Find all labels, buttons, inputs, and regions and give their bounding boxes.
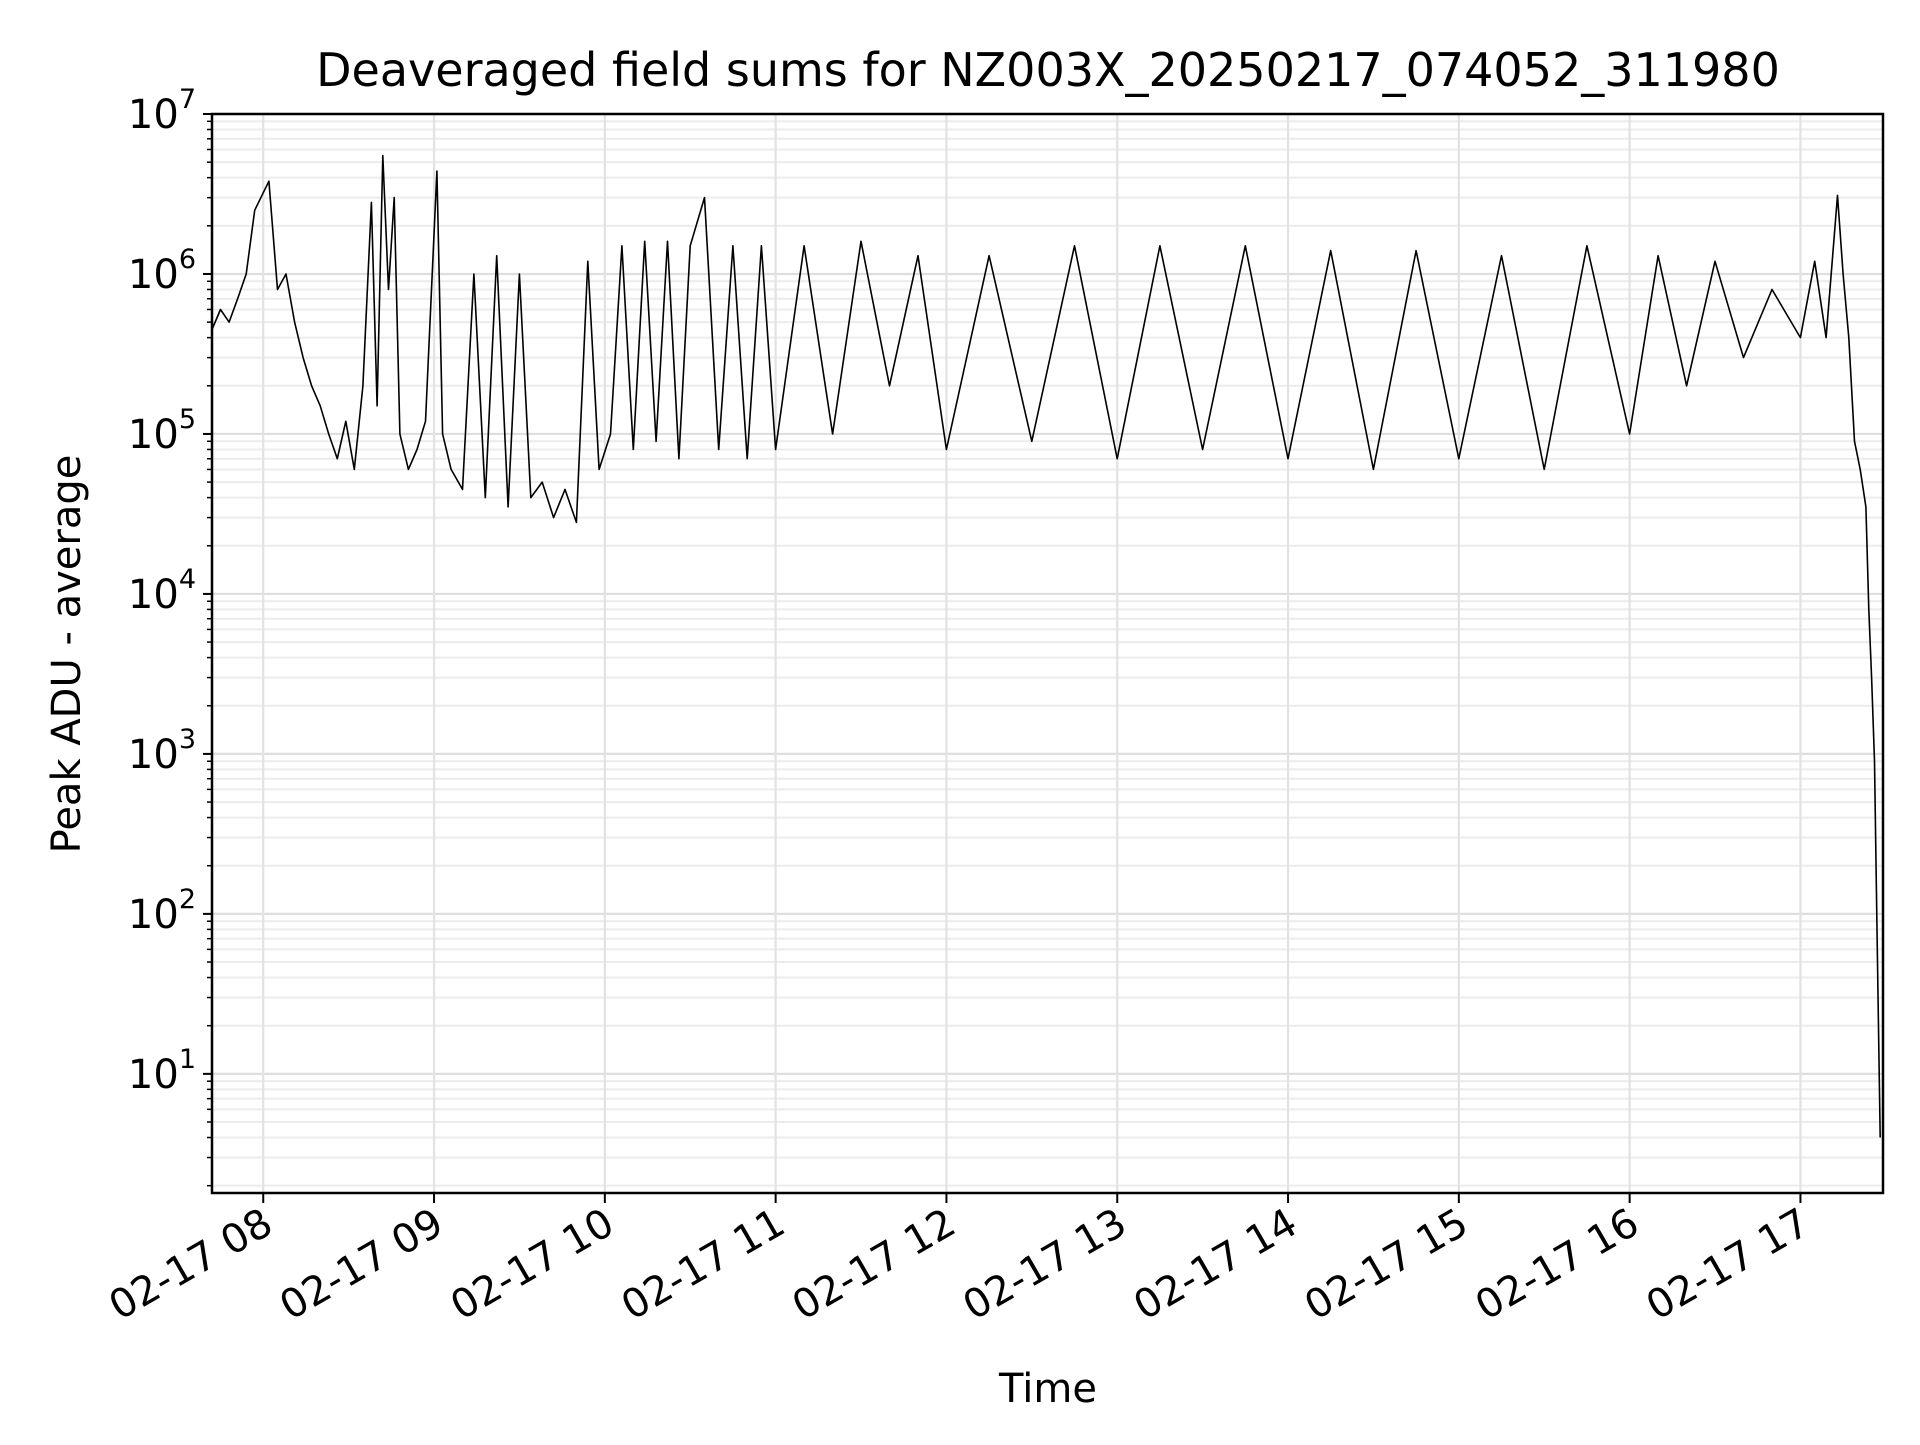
series-line bbox=[211, 154, 1881, 1138]
chart-title: Deaveraged field sums for NZ003X_2025021… bbox=[316, 43, 1780, 97]
y-tick-label: 101 bbox=[128, 1044, 196, 1098]
y-tick-label: 106 bbox=[128, 244, 196, 298]
x-axis-label: Time bbox=[998, 1366, 1097, 1412]
y-tick-label: 103 bbox=[128, 724, 196, 778]
grid-layer bbox=[212, 112, 1883, 1193]
y-tick-label: 104 bbox=[128, 564, 196, 618]
y-tick-label: 107 bbox=[128, 84, 196, 138]
data-layer bbox=[211, 154, 1881, 1138]
y-tick-label: 105 bbox=[128, 404, 196, 458]
y-tick-label: 102 bbox=[128, 884, 196, 938]
y-axis-label: Peak ADU - average bbox=[44, 455, 90, 854]
plot-frame bbox=[210, 112, 1885, 1195]
